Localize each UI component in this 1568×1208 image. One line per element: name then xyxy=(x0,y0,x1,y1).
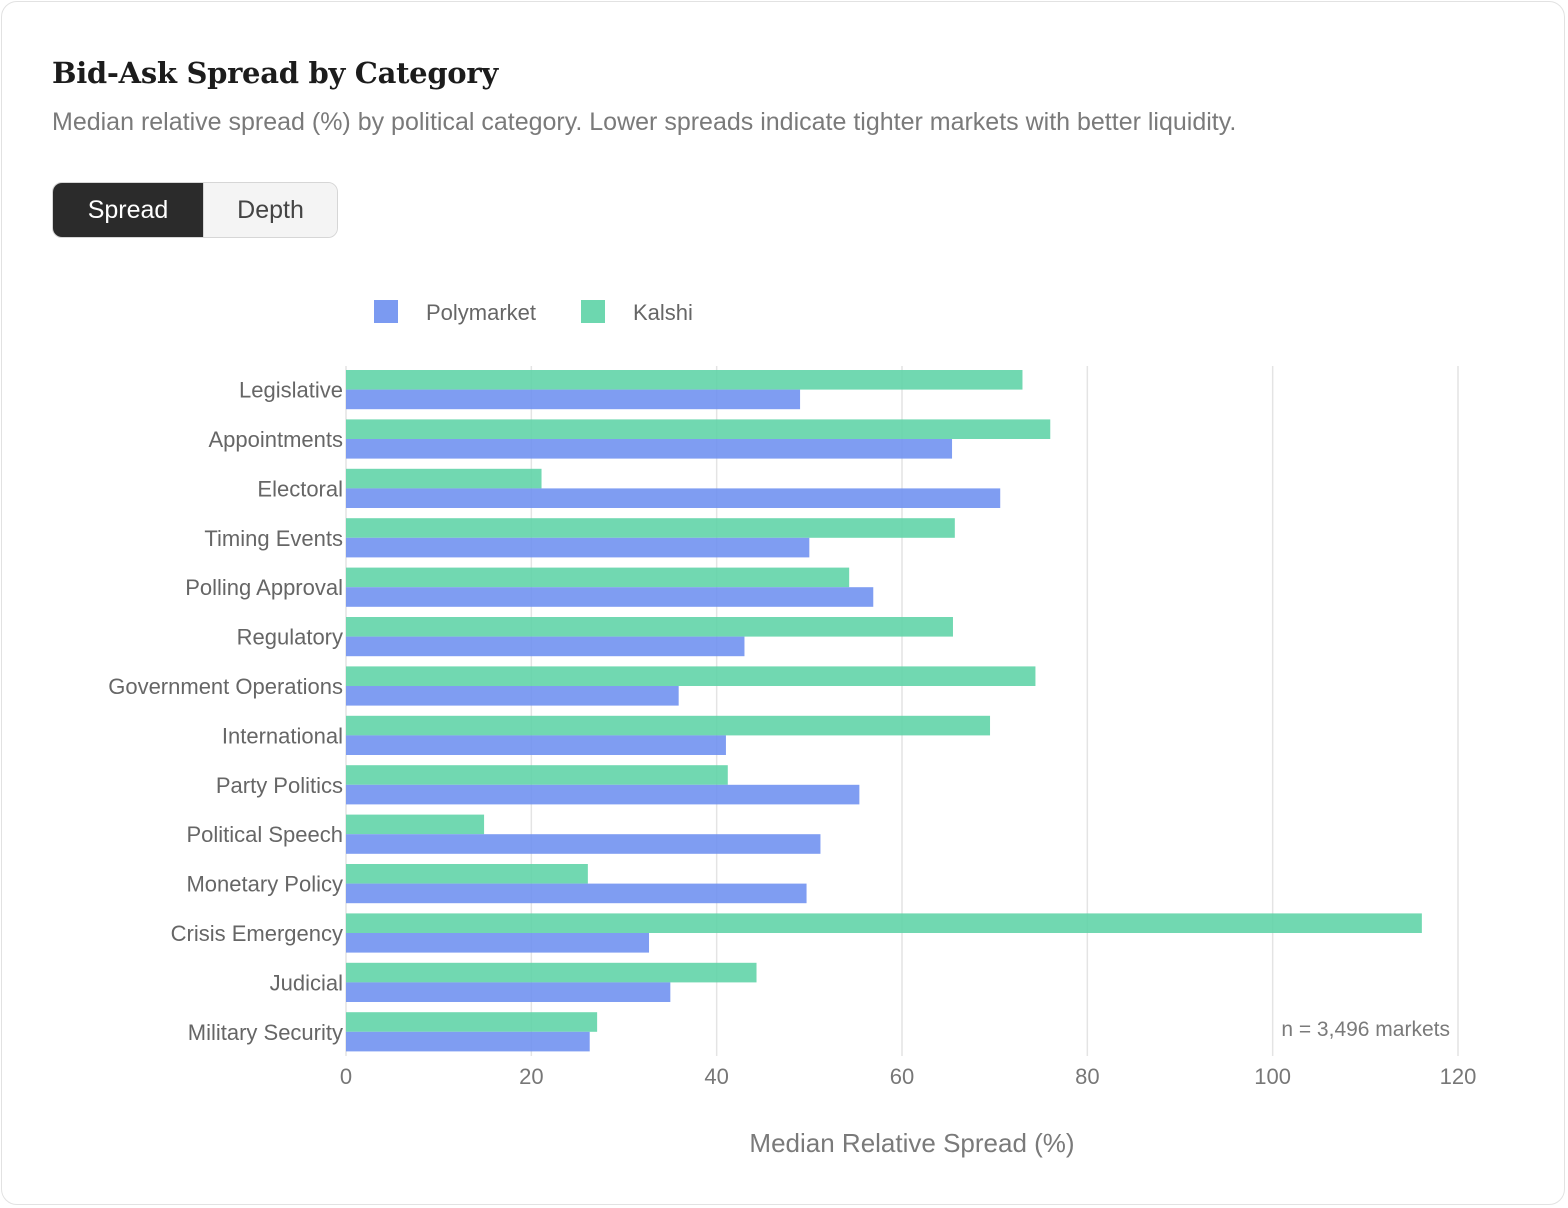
sample-size-annotation: n = 3,496 markets xyxy=(1281,1018,1450,1041)
y-category-label: Legislative xyxy=(239,378,343,403)
bar-polymarket-military-security[interactable] xyxy=(346,1031,590,1052)
spread-toggle-button[interactable]: Spread xyxy=(53,183,203,237)
bar-polymarket-legislative[interactable] xyxy=(346,389,801,410)
bar-polymarket-international[interactable] xyxy=(346,735,726,755)
bar-polymarket-appointments[interactable] xyxy=(346,439,953,459)
bar-kalshi-international[interactable] xyxy=(346,715,991,736)
bars xyxy=(346,370,1422,1052)
metric-toggle: Spread Depth xyxy=(52,182,338,238)
chart-title: Bid-Ask Spread by Category xyxy=(52,56,498,90)
bar-kalshi-monetary-policy[interactable] xyxy=(346,864,588,884)
y-category-label: Political Speech xyxy=(186,822,343,847)
y-axis-labels: Legislative Appointments Electoral Timing E… xyxy=(108,378,343,1045)
bar-polymarket-polling-approval[interactable] xyxy=(346,587,874,607)
x-tick-label-120: 120 xyxy=(1440,1064,1477,1089)
bar-kalshi-appointments[interactable] xyxy=(346,419,1051,439)
bar-polymarket-party-politics[interactable] xyxy=(346,784,860,805)
y-category-label: Judicial xyxy=(270,970,343,995)
legend: Polymarket Kalshi xyxy=(374,300,693,325)
bar-kalshi-timing-events[interactable] xyxy=(346,518,955,538)
bar-polymarket-electoral[interactable] xyxy=(346,488,1001,508)
bar-polymarket-judicial[interactable] xyxy=(346,982,671,1002)
bar-polymarket-government-operations[interactable] xyxy=(346,686,679,706)
y-category-label: Regulatory xyxy=(237,625,343,650)
y-category-label: Party Politics xyxy=(216,773,343,798)
y-category-label: Appointments xyxy=(208,427,343,452)
legend-label-kalshi[interactable]: Kalshi xyxy=(633,300,693,325)
x-tick-label-20: 20 xyxy=(519,1064,543,1089)
bar-kalshi-political-speech[interactable] xyxy=(346,814,485,835)
bar-kalshi-regulatory[interactable] xyxy=(346,617,953,637)
x-tick-label-100: 100 xyxy=(1254,1064,1291,1089)
x-axis-ticks: 0 20 40 60 80 100 120 xyxy=(340,1064,1476,1089)
y-category-label: Timing Events xyxy=(204,526,343,551)
y-category-label: Polling Approval xyxy=(185,575,343,600)
y-category-label: Military Security xyxy=(188,1020,343,1045)
bar-polymarket-political-speech[interactable] xyxy=(346,834,821,854)
legend-swatch-kalshi xyxy=(581,300,605,323)
x-tick-label-0: 0 xyxy=(340,1064,352,1089)
bar-kalshi-judicial[interactable] xyxy=(346,962,757,983)
legend-label-polymarket[interactable]: Polymarket xyxy=(426,300,536,325)
bar-kalshi-electoral[interactable] xyxy=(346,468,542,489)
x-tick-label-60: 60 xyxy=(890,1064,914,1089)
bar-polymarket-crisis-emergency[interactable] xyxy=(346,933,650,953)
x-axis-label: Median Relative Spread (%) xyxy=(749,1128,1074,1158)
bar-polymarket-regulatory[interactable] xyxy=(346,636,745,657)
depth-toggle-button[interactable]: Depth xyxy=(203,183,337,237)
y-category-label: Monetary Policy xyxy=(186,872,343,897)
y-category-label: Electoral xyxy=(257,476,343,501)
y-category-label: Government Operations xyxy=(108,674,343,699)
bar-kalshi-military-security[interactable] xyxy=(346,1012,598,1032)
x-tick-label-40: 40 xyxy=(704,1064,728,1089)
chart-subtitle: Median relative spread (%) by political … xyxy=(52,108,1237,136)
bar-polymarket-monetary-policy[interactable] xyxy=(346,883,807,904)
legend-swatch-polymarket xyxy=(374,300,398,323)
y-category-label: International xyxy=(222,723,343,748)
bar-kalshi-party-politics[interactable] xyxy=(346,765,728,785)
bar-kalshi-polling-approval[interactable] xyxy=(346,567,850,588)
bar-kalshi-government-operations[interactable] xyxy=(346,666,1036,686)
bar-polymarket-timing-events[interactable] xyxy=(346,537,810,558)
y-category-label: Crisis Emergency xyxy=(171,921,343,946)
bar-kalshi-crisis-emergency[interactable] xyxy=(346,913,1422,933)
x-tick-label-80: 80 xyxy=(1075,1064,1099,1089)
bar-kalshi-legislative[interactable] xyxy=(346,370,1023,390)
